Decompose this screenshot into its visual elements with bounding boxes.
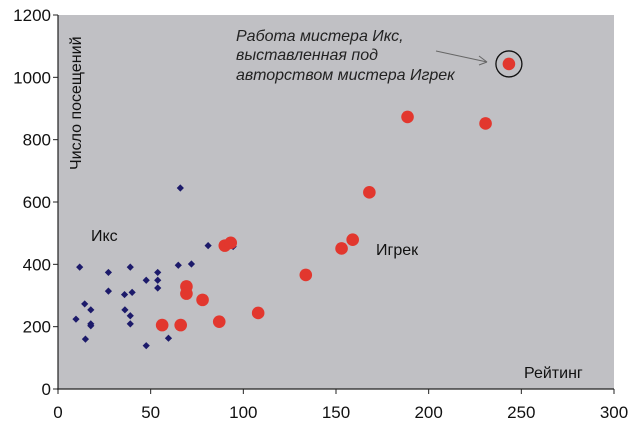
point-iks [126, 320, 134, 328]
point-iks [126, 263, 134, 271]
point-iks [104, 268, 113, 277]
y-tick-label: 1000 [13, 68, 51, 87]
point-iks [120, 290, 129, 299]
point-iks [81, 335, 90, 343]
point-iks [72, 315, 80, 323]
y-tick-label: 200 [23, 318, 51, 337]
point-iks [142, 342, 150, 350]
point-iks [81, 300, 89, 308]
point-igrek [180, 287, 193, 300]
point-iks [204, 242, 212, 250]
point-igrek [251, 306, 265, 320]
annotation-line: авторством мистера Игрек [236, 67, 456, 84]
annotation: Работа мистера Икс, выставленная под авт… [236, 28, 488, 84]
annotation-line: Работа мистера Икс, [236, 28, 404, 45]
annotation-arrowhead [478, 55, 488, 66]
point-iks [76, 263, 84, 271]
point-igrek [212, 315, 226, 328]
point-igrek [224, 236, 238, 250]
point-igrek [155, 318, 169, 332]
x-tick-label: 0 [53, 403, 62, 422]
x-tick-label: 150 [322, 403, 350, 422]
legend-label-igrek: Игрек [376, 242, 419, 259]
x-tick-label: 50 [141, 403, 160, 422]
point-iks [142, 276, 150, 284]
point-igrek [502, 57, 516, 71]
point-iks [128, 288, 136, 296]
point-igrek [401, 110, 414, 124]
y-tick-label: 400 [23, 255, 51, 274]
y-tick-label: 0 [42, 380, 51, 399]
point-iks [87, 322, 95, 330]
point-iks [176, 184, 184, 192]
point-iks [154, 276, 162, 284]
highlight-ring [495, 50, 523, 78]
point-iks [104, 287, 113, 295]
point-igrek [479, 117, 492, 130]
y-tick-label: 800 [23, 131, 51, 150]
point-iks [154, 284, 162, 292]
point-iks [87, 306, 95, 314]
point-iks [121, 306, 129, 314]
x-tick-label: 200 [414, 403, 442, 422]
x-axis-label: Рейтинг [524, 365, 583, 382]
x-tick-label: 300 [600, 403, 628, 422]
point-igrek [335, 242, 348, 255]
annotation-line: выставленная под [236, 47, 378, 64]
point-iks [126, 312, 134, 320]
point-iks [174, 261, 182, 269]
point-igrek [174, 318, 187, 332]
legend-label-iks: Икс [91, 228, 118, 245]
y-axis-label: Число посещений [68, 36, 85, 170]
point-igrek [196, 293, 209, 307]
annotation-arrow [435, 50, 488, 63]
y-tick-label: 1200 [13, 6, 51, 25]
point-iks [187, 260, 196, 268]
y-tick-label: 600 [23, 193, 51, 212]
point-iks [154, 268, 162, 277]
x-tick-label: 100 [229, 403, 257, 422]
point-igrek [346, 233, 359, 247]
point-iks [164, 334, 173, 342]
point-igrek [299, 268, 313, 282]
x-tick-label: 250 [507, 403, 535, 422]
point-igrek [363, 186, 376, 199]
plot-area [58, 15, 614, 389]
